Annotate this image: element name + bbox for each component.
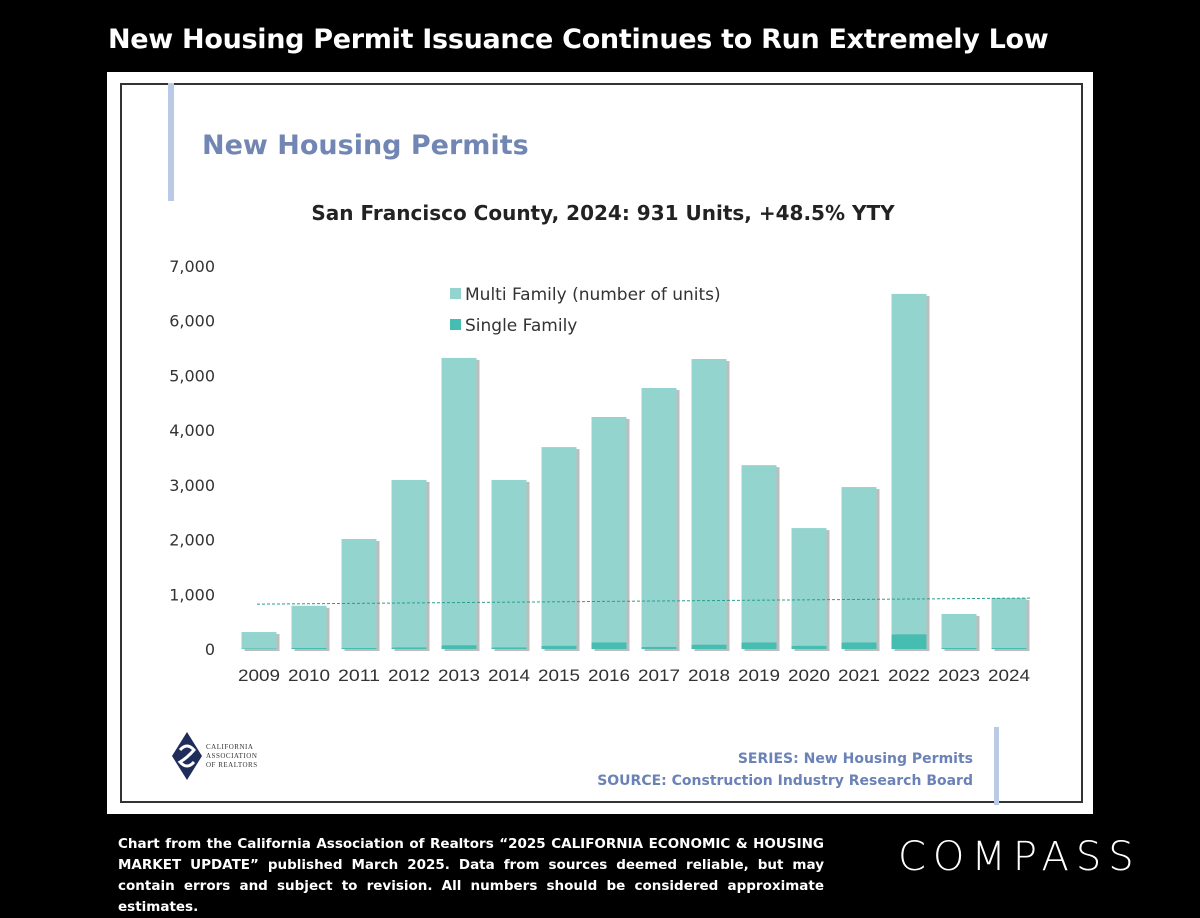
bar-multi-family-2014 [491,479,527,648]
source-note: SERIES: New Housing Permits SOURCE: Cons… [597,748,973,792]
footnote: Chart from the California Association of… [118,836,824,915]
x-tick-label: 2022 [888,666,930,685]
chart-heading: New Housing Permits [202,130,529,161]
bar-multi-family-2018 [691,359,727,645]
x-tick-label: 2012 [388,666,430,685]
bar-multi-family-2015 [541,447,577,646]
bar-multi-family-2017 [641,388,677,647]
bar-single-family-2009 [241,648,277,649]
legend-swatch [450,288,461,299]
x-tick-label: 2018 [688,666,730,685]
bar-multi-family-2011 [341,539,377,648]
y-tick-label: 3,000 [169,476,215,495]
bar-multi-family-2009 [241,632,277,649]
bar-single-family-2017 [641,646,677,649]
bar-single-family-2012 [391,647,427,649]
x-tick-label: 2015 [538,666,580,685]
y-tick-label: 6,000 [169,312,215,331]
chart-panel: New Housing Permits San Francisco County… [107,72,1093,814]
bar-single-family-2023 [941,647,977,649]
bar-single-family-2021 [841,642,877,649]
bar-multi-family-2013 [441,357,477,646]
source-label: SOURCE: Construction Industry Research B… [597,773,973,789]
y-tick-label: 1,000 [169,585,215,604]
x-tick-label: 2024 [988,666,1030,685]
bar-single-family-2011 [341,647,377,649]
legend-label: Multi Family (number of units) [465,285,721,305]
bar-single-family-2010 [291,647,327,649]
bar-multi-family-2021 [841,487,877,643]
x-tick-label: 2014 [488,666,530,685]
bar-single-family-2019 [741,642,777,649]
chart-title: San Francisco County, 2024: 931 Units, +… [311,201,895,225]
reference-line [256,597,1033,605]
x-tick-label: 2021 [838,666,880,685]
y-tick-label: 7,000 [169,257,215,276]
bar-single-family-2016 [591,642,627,649]
car-logo: CALIFORNIA ASSOCIATION OF REALTORS [172,732,258,780]
car-logo-icon [172,732,202,780]
y-tick-label: 0 [205,640,215,659]
x-tick-label: 2009 [238,666,280,685]
bar-single-family-2013 [441,645,477,649]
car-logo-text: CALIFORNIA ASSOCIATION OF REALTORS [206,742,258,769]
chart-frame [120,83,1083,803]
y-tick-label: 2,000 [169,531,215,550]
bar-single-family-2020 [791,645,827,649]
bar-multi-family-2019 [741,465,777,643]
bar-multi-family-2012 [391,479,427,648]
compass-logo: COMPASS [898,834,1141,880]
bar-multi-family-2022 [891,293,927,635]
series-label: SERIES: New Housing Permits [737,751,973,767]
x-tick-label: 2011 [338,666,380,685]
bar-single-family-2024 [991,647,1027,649]
x-tick-label: 2019 [738,666,780,685]
x-tick-label: 2017 [638,666,680,685]
bar-multi-family-2024 [991,598,1027,648]
bar-single-family-2018 [691,644,727,649]
y-tick-label: 5,000 [169,366,215,385]
x-tick-label: 2013 [438,666,480,685]
x-tick-label: 2020 [788,666,830,685]
x-tick-label: 2023 [938,666,980,685]
x-tick-label: 2010 [288,666,330,685]
bar-multi-family-2023 [941,613,977,648]
bar-single-family-2015 [541,645,577,649]
bar-multi-family-2016 [591,417,627,643]
bar-multi-family-2010 [291,605,327,648]
y-tick-label: 4,000 [169,421,215,440]
bar-single-family-2022 [891,634,927,649]
bar-chart: San Francisco County, 2024: 931 Units, +… [169,201,1033,685]
page-title: New Housing Permit Issuance Continues to… [108,24,1049,55]
accent-bar-bottom [994,727,999,805]
accent-bar [168,83,174,201]
x-tick-label: 2016 [588,666,630,685]
legend-label: Single Family [465,316,577,336]
legend-swatch [450,319,461,330]
bar-single-family-2014 [491,647,527,649]
bar-multi-family-2020 [791,528,827,646]
